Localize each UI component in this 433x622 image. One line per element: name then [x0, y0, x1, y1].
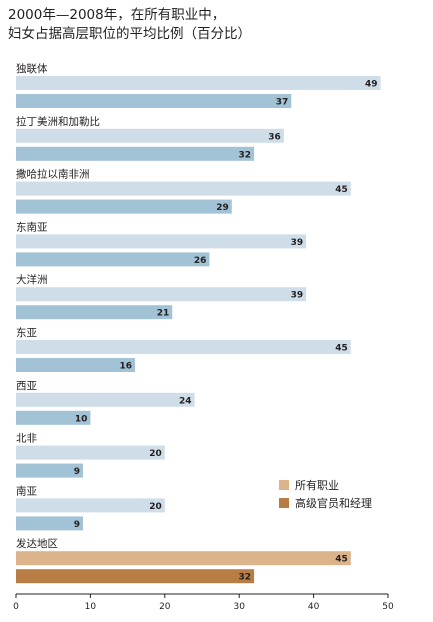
legend-label: 高级官员和经理: [295, 496, 372, 510]
bar-9-series-0: [16, 551, 351, 566]
data-label: 32: [239, 573, 252, 583]
category-label: 西亚: [16, 380, 37, 392]
category-label: 独联体: [16, 62, 48, 75]
data-label: 9: [74, 520, 80, 530]
bar-9-series-1: [16, 569, 255, 584]
data-label: 16: [120, 362, 133, 372]
x-tick-label: 20: [159, 602, 171, 612]
data-label: 37: [276, 98, 289, 108]
bar-2-series-0: [16, 181, 351, 196]
data-label: 45: [335, 555, 348, 565]
x-tick-label: 40: [308, 602, 320, 612]
category-label: 撒哈拉以南非洲: [16, 168, 90, 181]
bar-6-series-0: [16, 392, 195, 407]
data-label: 9: [74, 467, 80, 477]
bar-5-series-1: [16, 358, 136, 372]
bar-1-series-0: [16, 128, 284, 143]
chart-title: 2000年—2008年，在所有职业中， 妇女占据高层职位的平均比例（百分比）: [8, 6, 251, 44]
data-label: 39: [291, 238, 304, 248]
category-label: 发达地区: [16, 537, 58, 550]
x-tick-label: 10: [85, 602, 97, 612]
category-label: 大洋洲: [16, 273, 48, 286]
bar-6-series-1: [16, 410, 91, 425]
bar-1-series-1: [16, 146, 255, 161]
chart-title-line-2: 妇女占据高层职位的平均比例（百分比）: [8, 26, 251, 42]
data-label: 20: [149, 449, 162, 459]
bar-7-series-1: [16, 463, 83, 478]
data-label: 10: [75, 414, 88, 424]
bar-7-series-0: [16, 445, 165, 460]
data-label: 45: [335, 185, 348, 195]
data-label: 32: [239, 150, 252, 160]
category-label: 东亚: [16, 326, 37, 339]
data-label: 36: [268, 132, 281, 142]
bar-5-series-0: [16, 340, 351, 354]
bar-0-series-0: [16, 76, 381, 90]
data-label: 21: [157, 309, 170, 319]
bar-0-series-1: [16, 94, 292, 108]
data-label: 39: [291, 291, 304, 301]
legend-swatch: [279, 498, 289, 508]
category-label: 东南亚: [16, 220, 48, 233]
category-label: 南亚: [16, 484, 37, 497]
bar-3-series-0: [16, 234, 307, 249]
bar-8-series-1: [16, 516, 83, 531]
chart-title-line-1: 2000年—2008年，在所有职业中，: [8, 7, 226, 23]
x-tick-label: 50: [382, 602, 394, 612]
category-label: 拉丁美洲和加勒比: [16, 115, 100, 128]
bar-8-series-0: [16, 498, 165, 513]
x-tick-label: 0: [13, 602, 19, 612]
data-label: 20: [149, 502, 162, 512]
data-label: 29: [216, 203, 229, 213]
bar-4-series-1: [16, 305, 173, 320]
category-label: 北非: [16, 433, 37, 445]
data-label: 45: [335, 344, 348, 354]
legend-label: 所有职业: [295, 478, 339, 492]
bar-2-series-1: [16, 199, 232, 214]
x-tick-label: 30: [233, 602, 245, 612]
bar-4-series-0: [16, 287, 307, 302]
data-label: 24: [179, 396, 192, 406]
data-label: 26: [194, 256, 207, 266]
data-label: 49: [365, 80, 378, 90]
legend-swatch: [279, 480, 289, 490]
bar-3-series-1: [16, 252, 210, 267]
